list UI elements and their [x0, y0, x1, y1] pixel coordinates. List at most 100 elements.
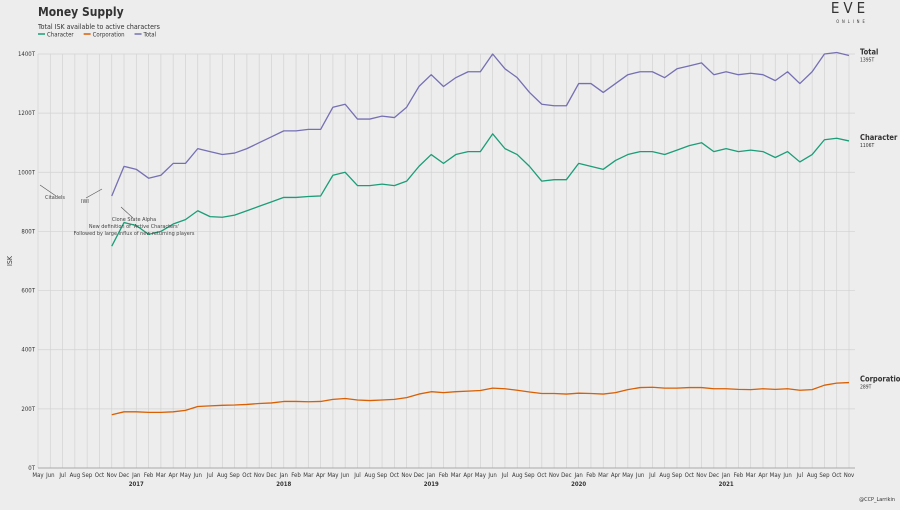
x-tick-label: Sep — [819, 472, 830, 479]
x-tick-label: Oct — [390, 472, 399, 479]
x-tick-label: Dec — [119, 472, 129, 479]
x-tick-label: Feb — [734, 472, 744, 479]
x-tick-label: May — [32, 472, 44, 479]
x-tick-label: Sep — [82, 472, 93, 479]
x-tick-label: Jan — [426, 472, 435, 479]
x-tick-label: Nov — [254, 472, 265, 479]
x-tick-label: Jun — [782, 472, 791, 479]
x-tick-label: Apr — [463, 472, 473, 479]
y-tick-label: 600T — [21, 288, 35, 295]
x-tick-label: Oct — [95, 472, 104, 479]
x-tick-label: Sep — [377, 472, 388, 479]
x-tick-label: Sep — [524, 472, 535, 479]
y-tick-label: 1000T — [18, 169, 36, 176]
x-tick-label: Mar — [598, 472, 609, 479]
annotation: Clone State Alpha — [112, 217, 156, 223]
x-tick-label: Aug — [807, 472, 818, 479]
x-tick-label: Oct — [832, 472, 841, 479]
annotation-line — [120, 206, 134, 219]
x-tick-label: Feb — [291, 472, 301, 479]
annotation: IWI — [81, 199, 89, 205]
x-tick-label: Nov — [696, 472, 707, 479]
x-tick-label: Aug — [659, 472, 670, 479]
legend: Character Corporation Total — [38, 32, 156, 39]
end-label-value: 289T — [860, 385, 872, 391]
annotation-line — [39, 184, 57, 197]
x-year-label: 2019 — [424, 481, 439, 488]
x-tick-label: Nov — [106, 472, 117, 479]
x-tick-label: Nov — [844, 472, 855, 479]
annotation: New definition of 'Active Characters' — [89, 224, 179, 230]
y-tick-label: 400T — [21, 347, 35, 354]
x-tick-label: Dec — [709, 472, 719, 479]
x-tick-label: Aug — [364, 472, 375, 479]
x-tick-label: Jun — [487, 472, 496, 479]
x-tick-label: May — [770, 472, 782, 479]
x-tick-label: Apr — [168, 472, 178, 479]
x-tick-label: Dec — [266, 472, 276, 479]
y-tick-label: 1200T — [18, 110, 36, 117]
x-tick-label: Dec — [414, 472, 424, 479]
logo-sub: ONLINE — [836, 19, 868, 24]
x-tick-label: Jul — [206, 472, 214, 479]
grid — [37, 53, 855, 469]
x-tick-label: May — [327, 472, 339, 479]
x-tick-label: Jul — [648, 472, 656, 479]
x-tick-label: Jun — [193, 472, 202, 479]
x-tick-label: Feb — [586, 472, 596, 479]
x-tick-label: Mar — [746, 472, 757, 479]
x-tick-label: May — [622, 472, 634, 479]
x-tick-label: Jan — [721, 472, 730, 479]
series-line — [111, 51, 850, 197]
x-year-label: 2021 — [719, 481, 734, 488]
x-tick-label: Sep — [672, 472, 683, 479]
x-tick-label: Jul — [353, 472, 361, 479]
x-tick-label: Oct — [685, 472, 694, 479]
y-tick-label: 0T — [28, 465, 35, 472]
x-tick-label: Apr — [611, 472, 621, 479]
legend-label: Total — [143, 32, 157, 39]
x-tick-label: Oct — [242, 472, 251, 479]
lines — [111, 51, 850, 416]
y-tick-label: 800T — [21, 228, 35, 235]
legend-label: Character — [47, 32, 74, 39]
x-tick-label: Sep — [230, 472, 241, 479]
x-tick-label: Jun — [45, 472, 54, 479]
x-tick-label: Aug — [70, 472, 81, 479]
x-tick-label: Nov — [549, 472, 560, 479]
y-axis-label: ISK — [6, 255, 14, 266]
y-tick-label: 200T — [21, 406, 35, 413]
x-tick-label: Jun — [635, 472, 644, 479]
chart-subtitle: Total ISK available to active characters — [37, 23, 160, 31]
end-label-value: 1395T — [860, 57, 874, 63]
x-tick-label: Jul — [501, 472, 509, 479]
end-label-value: 1106T — [860, 143, 874, 149]
annotation: Citadels — [45, 195, 65, 201]
credit: @CCP_Larrikin — [859, 497, 895, 503]
end-label-name: Corporation — [860, 375, 900, 384]
x-tick-label: Jul — [58, 472, 66, 479]
x-tick-label: Mar — [303, 472, 314, 479]
x-tick-label: Oct — [537, 472, 546, 479]
legend-label: Corporation — [93, 32, 125, 39]
annotation: Followed by large influx of new returnin… — [74, 231, 195, 237]
end-label-name: Total — [860, 47, 878, 56]
logo: EVE — [831, 0, 869, 17]
x-year-label: 2017 — [129, 481, 144, 488]
x-tick-label: Dec — [561, 472, 571, 479]
y-tick-label: 1400T — [18, 51, 36, 58]
x-tick-label: Apr — [316, 472, 326, 479]
x-year-label: 2020 — [571, 481, 586, 488]
x-tick-label: Jul — [796, 472, 804, 479]
x-tick-label: Jan — [279, 472, 288, 479]
annotation-line — [85, 188, 103, 199]
x-tick-label: May — [475, 472, 487, 479]
x-year-label: 2018 — [276, 481, 291, 488]
series-line — [111, 381, 850, 416]
x-tick-label: Aug — [217, 472, 228, 479]
series-line — [111, 133, 850, 247]
x-tick-label: Jan — [131, 472, 140, 479]
chart-title: Money Supply — [38, 5, 124, 19]
